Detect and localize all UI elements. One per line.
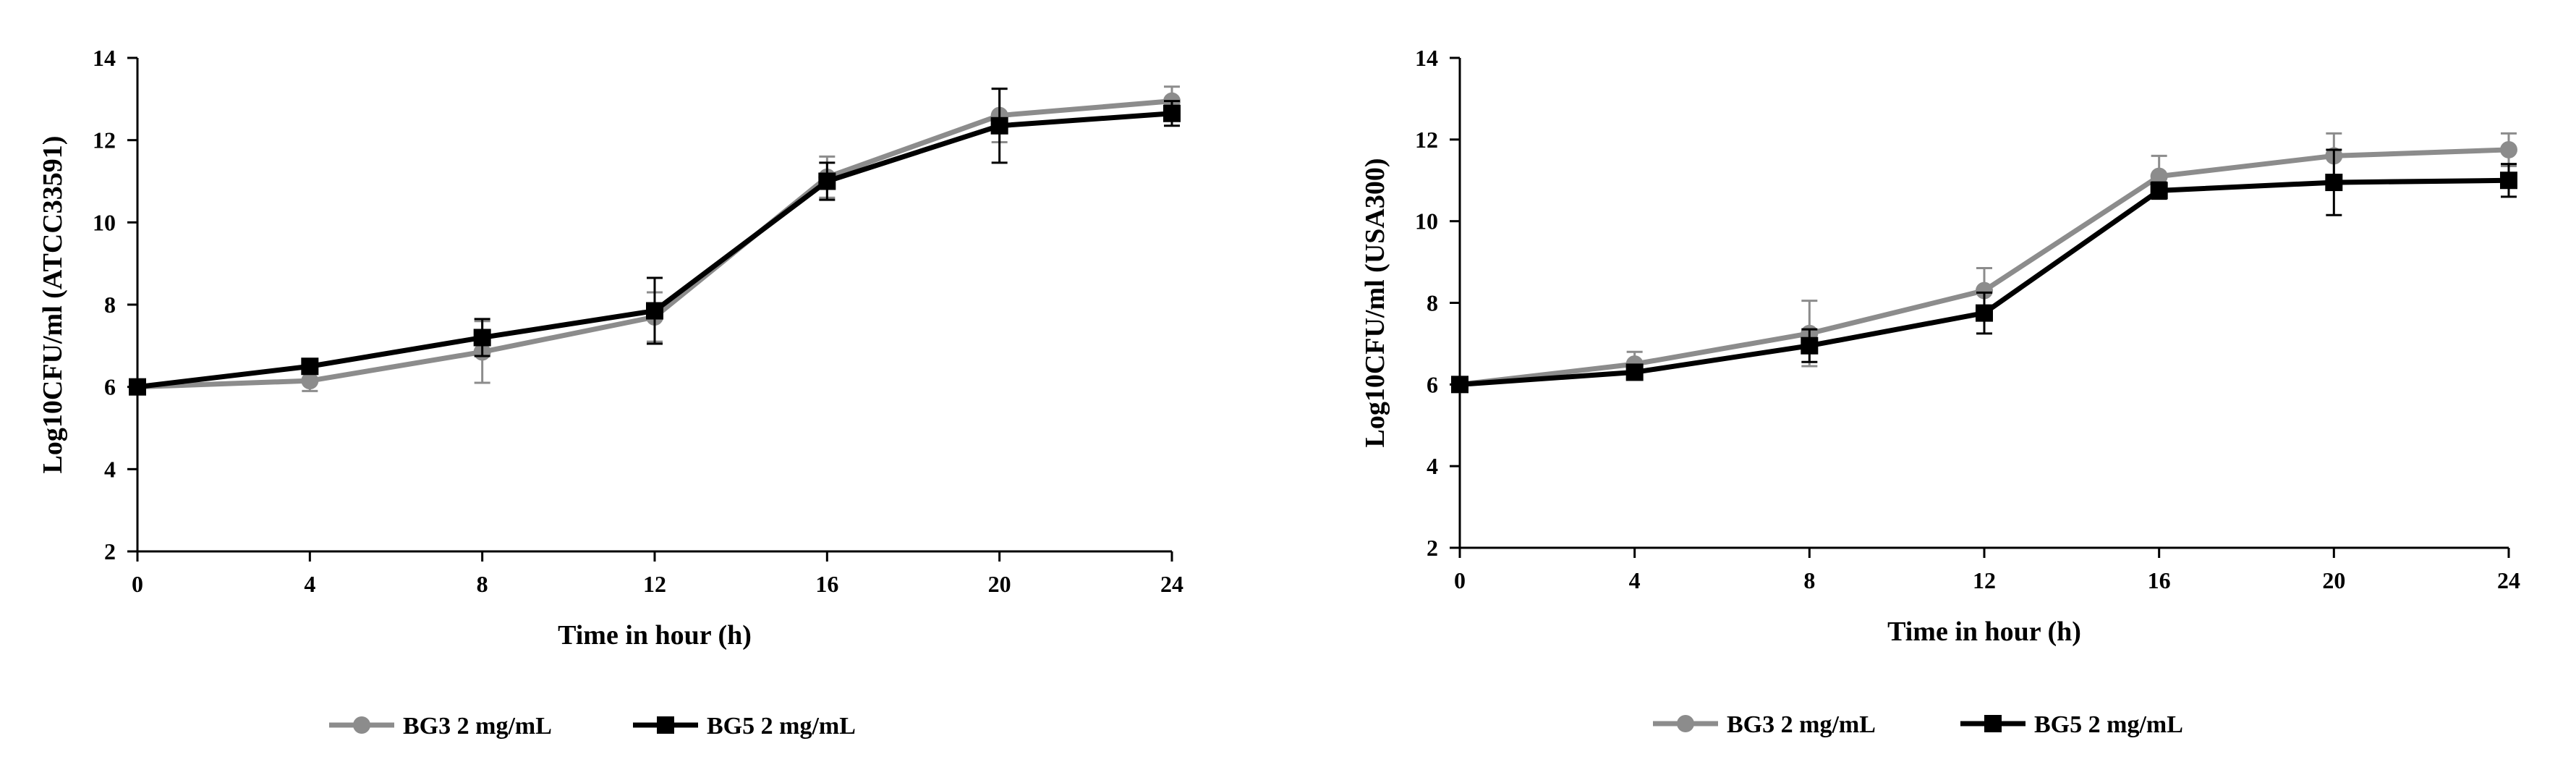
data-point bbox=[990, 117, 1008, 135]
y-tick-label: 4 bbox=[1427, 453, 1438, 479]
data-point bbox=[2500, 171, 2517, 190]
data-point bbox=[2500, 140, 2517, 158]
data-point bbox=[1163, 104, 1181, 122]
data-point bbox=[818, 172, 836, 190]
y-tick-label: 4 bbox=[104, 456, 116, 482]
data-point bbox=[2325, 174, 2343, 192]
series-bg5 bbox=[1451, 148, 2517, 394]
series-bg3 bbox=[129, 85, 1181, 396]
x-tick-label: 0 bbox=[1454, 567, 1466, 593]
x-tick-label: 24 bbox=[2497, 567, 2520, 593]
data-point bbox=[301, 357, 319, 376]
y-tick-label: 6 bbox=[1427, 371, 1438, 397]
x-tick-label: 8 bbox=[1803, 567, 1815, 593]
x-tick-label: 20 bbox=[2322, 567, 2345, 593]
x-tick-label: 16 bbox=[2148, 567, 2171, 593]
x-tick-label: 24 bbox=[1160, 571, 1183, 597]
y-tick-label: 2 bbox=[1427, 535, 1438, 561]
x-axis-title: Time in hour (h) bbox=[1887, 617, 2081, 647]
x-tick-label: 4 bbox=[304, 571, 315, 597]
legend-swatch-marker bbox=[657, 716, 674, 734]
legend-swatch-marker bbox=[1677, 715, 1694, 732]
series-bg3 bbox=[1451, 132, 2517, 394]
y-tick-label: 8 bbox=[104, 292, 116, 318]
legend-label: BG3 2 mg/mL bbox=[1727, 711, 1876, 738]
data-point bbox=[1451, 376, 1468, 394]
data-point bbox=[1976, 304, 1993, 322]
x-tick-label: 4 bbox=[1629, 567, 1641, 593]
x-tick-label: 8 bbox=[477, 571, 488, 597]
legend-swatch-marker bbox=[353, 716, 370, 734]
data-point bbox=[2150, 182, 2168, 200]
y-tick-label: 6 bbox=[104, 374, 116, 400]
legend-item: BG5 2 mg/mL bbox=[1960, 711, 2183, 738]
y-tick-label: 2 bbox=[104, 538, 116, 564]
x-tick-label: 0 bbox=[132, 571, 143, 597]
x-tick-label: 12 bbox=[1973, 567, 1996, 593]
x-tick-label: 20 bbox=[988, 571, 1011, 597]
legend-label: BG3 2 mg/mL bbox=[403, 713, 552, 740]
legend-label: BG5 2 mg/mL bbox=[2034, 711, 2183, 738]
legend-item: BG3 2 mg/mL bbox=[329, 713, 552, 740]
data-point bbox=[1976, 281, 1993, 300]
y-tick-label: 14 bbox=[1415, 45, 1438, 71]
data-point bbox=[301, 372, 319, 390]
y-tick-label: 12 bbox=[93, 127, 116, 153]
legend-item: BG3 2 mg/mL bbox=[1653, 711, 1876, 738]
y-tick-label: 8 bbox=[1427, 290, 1438, 316]
series-bg5 bbox=[129, 88, 1181, 396]
data-point bbox=[646, 302, 663, 320]
x-tick-label: 16 bbox=[815, 571, 838, 597]
legend-swatch-marker bbox=[1984, 715, 2002, 732]
y-tick-label: 14 bbox=[93, 45, 116, 71]
y-tick-label: 12 bbox=[1415, 127, 1438, 153]
data-point bbox=[1801, 336, 1819, 355]
y-axis-title: Log10CFU/ml (USA300) bbox=[1360, 158, 1390, 447]
data-point bbox=[1625, 363, 1644, 381]
x-axis-title: Time in hour (h) bbox=[558, 620, 752, 651]
legend-label: BG5 2 mg/mL bbox=[707, 713, 856, 740]
data-point bbox=[2150, 167, 2168, 185]
x-tick-label: 12 bbox=[643, 571, 666, 597]
data-point bbox=[473, 329, 491, 347]
y-tick-label: 10 bbox=[1415, 208, 1438, 234]
data-point bbox=[129, 378, 146, 396]
y-axis-title: Log10CFU/ml (ATCC33591) bbox=[38, 136, 68, 474]
series-line bbox=[137, 111, 1173, 390]
legend-item: BG5 2 mg/mL bbox=[633, 713, 856, 740]
y-tick-label: 10 bbox=[93, 209, 116, 235]
